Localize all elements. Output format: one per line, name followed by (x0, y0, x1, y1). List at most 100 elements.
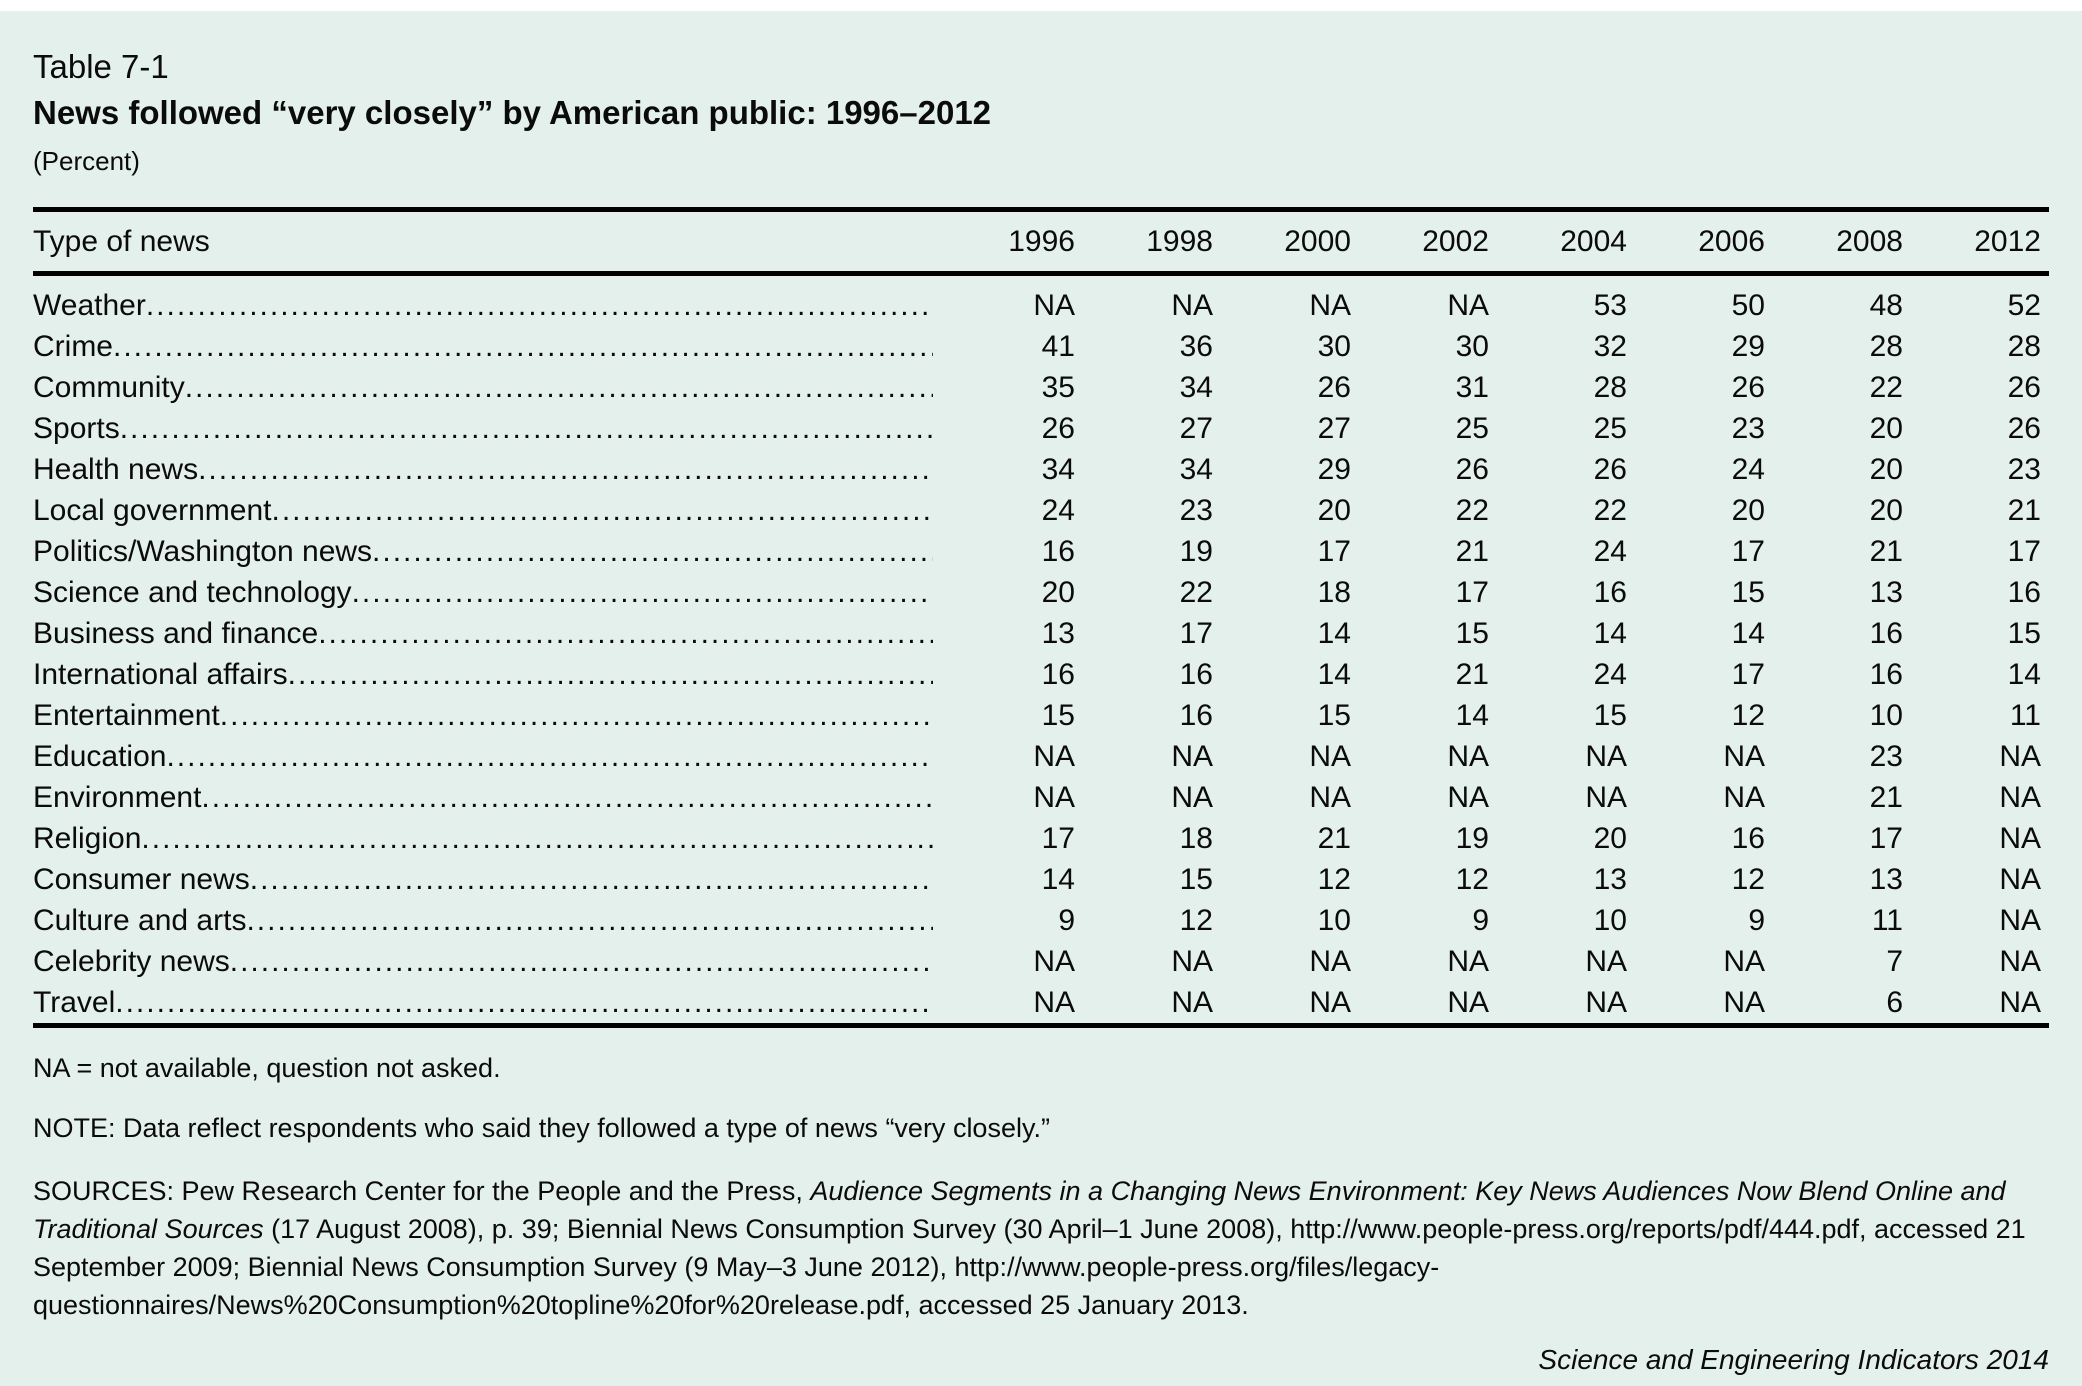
table-row: Consumer news 14 15 12 12 13 12 13 NA (33, 859, 2049, 900)
value-cell: 34 (1179, 453, 1213, 486)
value-cell: 15 (1455, 617, 1489, 650)
dot-leader (230, 941, 933, 982)
column-header-year-1998: 1998 (1083, 209, 1221, 276)
value-cell: 11 (1871, 904, 1903, 937)
value-cell: 20 (1869, 494, 1903, 527)
dot-leader (288, 654, 933, 695)
value-cell: NA (1585, 986, 1627, 1019)
value-cell: NA (1999, 904, 2041, 937)
value-cell: 22 (1869, 371, 1903, 404)
source-text-segment: SOURCES: Pew Research Center for the Peo… (33, 1176, 811, 1206)
table-row: Community 35 34 26 31 28 26 22 26 (33, 367, 2049, 408)
value-cell: 9 (1472, 904, 1489, 937)
row-label: Politics/Washington news (33, 535, 373, 568)
value-cell: 16 (1179, 699, 1213, 732)
value-cell: NA (1171, 945, 1213, 978)
value-cell: 10 (1317, 904, 1351, 937)
value-cell: 17 (1731, 658, 1765, 691)
value-cell: NA (1585, 740, 1627, 773)
dot-leader (372, 531, 933, 572)
value-cell: 17 (1317, 535, 1351, 568)
value-cell: 26 (2007, 371, 2041, 404)
value-cell: 12 (1731, 863, 1765, 896)
value-cell: 28 (1593, 371, 1627, 404)
dot-leader (318, 613, 933, 654)
value-cell: NA (1447, 945, 1489, 978)
row-label: Travel (33, 986, 116, 1019)
value-cell: 16 (1041, 658, 1075, 691)
value-cell: 18 (1179, 822, 1213, 855)
value-cell: 26 (1593, 453, 1627, 486)
value-cell: 14 (1317, 658, 1351, 691)
value-cell: 26 (1731, 371, 1765, 404)
row-label: Culture and arts (33, 904, 247, 937)
row-label: Business and finance (33, 617, 319, 650)
row-label: Community (33, 371, 185, 404)
source-text-segment: (17 August 2008), p. 39; Biennial News C… (33, 1214, 2026, 1320)
value-cell: 14 (1317, 617, 1351, 650)
value-cell: 17 (2007, 535, 2041, 568)
value-cell: 25 (1593, 412, 1627, 445)
table-row: Politics/Washington news 16 19 17 21 24 … (33, 531, 2049, 572)
value-cell: NA (1723, 986, 1765, 1019)
value-cell: 52 (2007, 289, 2041, 322)
value-cell: 50 (1731, 289, 1765, 322)
column-header-type-of-news: Type of news (33, 209, 945, 276)
value-cell: 27 (1317, 412, 1351, 445)
value-cell: NA (1309, 781, 1351, 814)
dot-leader (115, 982, 933, 1023)
value-cell: 35 (1041, 371, 1075, 404)
value-cell: 30 (1317, 330, 1351, 363)
column-header-year-2012: 2012 (1911, 209, 2049, 276)
dot-leader (271, 490, 933, 531)
value-cell: NA (1033, 781, 1075, 814)
value-cell: 16 (2007, 576, 2041, 609)
value-cell: 23 (1869, 740, 1903, 773)
table-row: International affairs 16 16 14 21 24 17 … (33, 654, 2049, 695)
table-row: Religion 17 18 21 19 20 16 17 NA (33, 818, 2049, 859)
value-cell: 21 (1455, 658, 1489, 691)
value-cell: 17 (1455, 576, 1489, 609)
value-cell: 15 (1179, 863, 1213, 896)
value-cell: NA (1447, 781, 1489, 814)
value-cell: 14 (2007, 658, 2041, 691)
value-cell: 19 (1179, 535, 1213, 568)
dot-leader (120, 408, 933, 449)
value-cell: 10 (1593, 904, 1627, 937)
value-cell: NA (1309, 945, 1351, 978)
value-cell: 17 (1041, 822, 1075, 855)
value-cell: NA (1171, 781, 1213, 814)
value-cell: NA (1033, 289, 1075, 322)
value-cell: 7 (1886, 945, 1903, 978)
value-cell: 12 (1731, 699, 1765, 732)
row-label: Sports (33, 412, 120, 445)
value-cell: 9 (1748, 904, 1765, 937)
value-cell: NA (1033, 986, 1075, 1019)
row-label: Environment (33, 781, 202, 814)
unit-label: (Percent) (33, 146, 140, 176)
table-title: News followed “very closely” by American… (33, 94, 992, 131)
value-cell: 20 (1041, 576, 1075, 609)
value-cell: 15 (1593, 699, 1627, 732)
value-cell: NA (1723, 781, 1765, 814)
value-cell: 13 (1593, 863, 1627, 896)
table-row: Crime 41 36 30 30 32 29 28 28 (33, 326, 2049, 367)
value-cell: 6 (1886, 986, 1903, 1019)
value-cell: NA (1447, 986, 1489, 1019)
value-cell: 22 (1455, 494, 1489, 527)
value-cell: NA (1309, 986, 1351, 1019)
value-cell: NA (1309, 289, 1351, 322)
value-cell: 22 (1593, 494, 1627, 527)
column-header-year-2004: 2004 (1497, 209, 1635, 276)
value-cell: NA (1999, 822, 2041, 855)
value-cell: 12 (1179, 904, 1213, 937)
table-row: Education NA NA NA NA NA NA 23 NA (33, 736, 2049, 777)
table-row: Celebrity news NA NA NA NA NA NA 7 NA (33, 941, 2049, 982)
value-cell: 20 (1869, 453, 1903, 486)
dot-leader (220, 695, 933, 736)
value-cell: 15 (1317, 699, 1351, 732)
publication-credit: Science and Engineering Indicators 2014 (1538, 1344, 2049, 1375)
top-white-strip (0, 0, 2082, 11)
dot-leader (141, 818, 933, 859)
